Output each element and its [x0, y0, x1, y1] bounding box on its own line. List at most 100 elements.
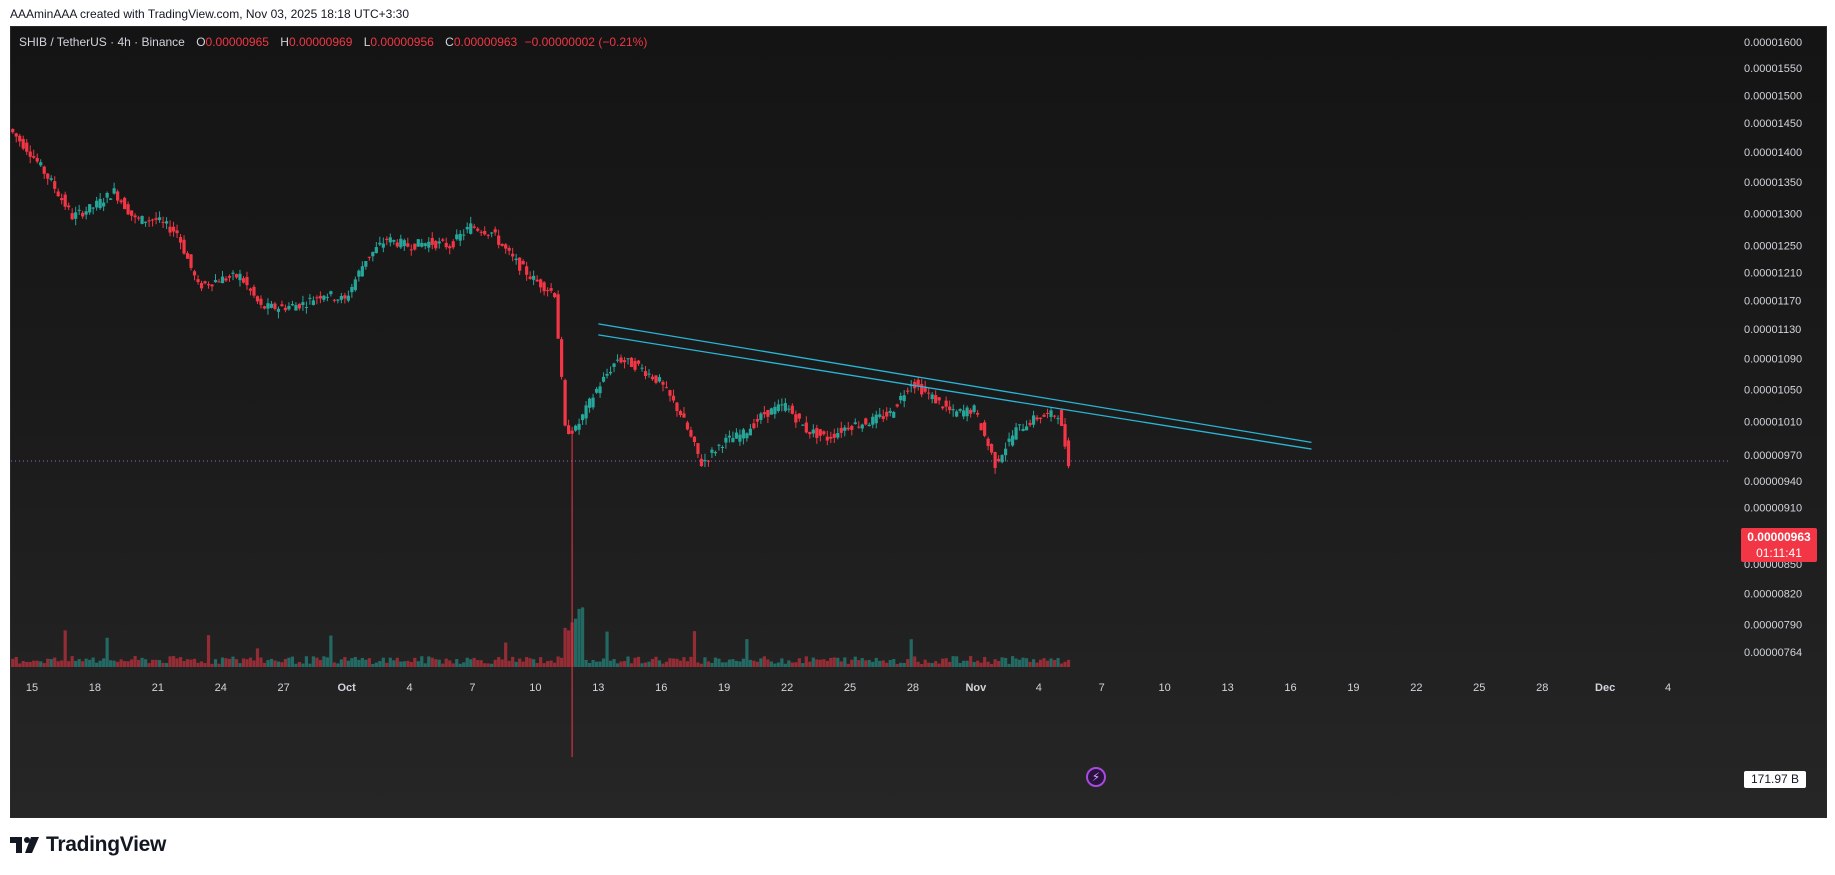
candle-body	[77, 209, 81, 211]
candle-body	[178, 237, 183, 243]
volume-bar	[783, 663, 787, 667]
candle-body	[1059, 409, 1064, 426]
volume-bar	[902, 662, 906, 667]
volume-bar	[906, 659, 910, 667]
candle-body	[161, 221, 165, 223]
volume-bar	[556, 656, 560, 667]
volume-bar	[276, 661, 281, 667]
volume-bar	[185, 659, 190, 667]
candle-body	[1056, 418, 1060, 420]
candle-body	[825, 436, 829, 441]
volume-bar	[392, 660, 396, 667]
candle-body	[773, 406, 777, 415]
candle-body	[11, 129, 15, 133]
y-tick-label: 0.00000790	[1744, 619, 1802, 631]
y-tick-label: 0.00001050	[1744, 385, 1802, 397]
brand-name: TradingView	[46, 833, 167, 856]
volume-bar	[360, 657, 364, 667]
open-label: O	[196, 35, 206, 49]
volume-bar	[203, 663, 207, 667]
volume-bar	[1000, 657, 1004, 667]
volume-bar	[871, 661, 875, 667]
candle-body	[353, 279, 357, 291]
volume-bar	[885, 662, 889, 667]
candle-body	[654, 375, 658, 383]
candle-body	[164, 221, 169, 224]
volume-bar	[829, 657, 833, 667]
x-tick-label: 13	[592, 682, 604, 694]
volume-bar	[458, 663, 462, 667]
volume-bar	[608, 660, 613, 667]
volume-bar	[518, 658, 522, 667]
candle-body	[381, 243, 385, 248]
volume-bar	[343, 657, 347, 667]
candle-body	[469, 223, 473, 234]
candle-body	[598, 386, 602, 394]
candle-body	[297, 303, 302, 309]
volume-bar	[682, 657, 686, 667]
candle-body	[39, 162, 43, 166]
candle-body	[465, 226, 469, 230]
volume-bar	[626, 656, 630, 667]
candle-body	[895, 404, 899, 407]
candle-body	[119, 200, 123, 203]
volume-bar	[196, 662, 200, 667]
volume-bar	[528, 658, 532, 667]
candle-body	[255, 296, 260, 302]
volume-bar	[643, 662, 648, 667]
high-label: H	[280, 35, 289, 49]
volume-bar	[234, 659, 239, 667]
lightning-icon[interactable]: ⚡	[1086, 767, 1106, 787]
candle-body	[416, 239, 420, 247]
candle-body	[395, 242, 399, 247]
symbol-label[interactable]: SHIB / TetherUS · 4h · Binance	[19, 35, 185, 49]
volume-bar	[294, 663, 298, 667]
volume-bar	[675, 658, 679, 667]
candle-body	[818, 429, 822, 436]
price-chart[interactable]: 0.00001600 0.00001550 0.00001500 0.00001450…	[11, 27, 1826, 817]
candle-body	[734, 432, 739, 439]
volume-bar	[839, 661, 843, 667]
candle-body	[871, 416, 875, 425]
volume-bar	[1045, 660, 1050, 667]
volume-bar	[969, 656, 973, 667]
tradingview-brand: TradingView	[10, 833, 166, 857]
volume-bar	[951, 656, 955, 667]
volume-bar	[476, 660, 480, 667]
y-tick-label: 0.00001350	[1744, 177, 1802, 189]
candle-body	[622, 360, 627, 363]
volume-bar	[483, 663, 487, 667]
volume-bar	[105, 637, 109, 667]
volume-bar	[126, 661, 130, 667]
y-tick-label: 0.00001090	[1744, 354, 1802, 366]
volume-bar	[56, 661, 60, 667]
volume-bar	[269, 658, 274, 667]
candle-body	[762, 412, 766, 415]
bar-countdown: 01:11:41	[1756, 546, 1802, 560]
volume-bar	[993, 659, 997, 667]
candle-body	[1045, 412, 1050, 414]
volume-bar	[1010, 656, 1015, 667]
volume-bar	[143, 659, 148, 667]
volume-bar	[1049, 658, 1053, 667]
candle-body	[42, 166, 46, 174]
candle-body	[88, 204, 92, 213]
candle-body	[720, 446, 725, 448]
volume-bar	[311, 656, 315, 667]
candle-body	[427, 241, 431, 248]
volume-bar	[339, 659, 343, 667]
candle-body	[171, 226, 176, 232]
volume-bar	[308, 663, 312, 667]
candle-body	[878, 414, 882, 417]
volume-bar	[762, 656, 766, 667]
volume-bar	[601, 658, 606, 667]
volume-bar	[930, 663, 934, 667]
y-tick-label: 0.00001400	[1744, 147, 1802, 159]
volume-bar	[1042, 658, 1046, 667]
chart-panel[interactable]: SHIB / TetherUS · 4h · Binance O0.000009…	[10, 26, 1827, 818]
candle-body	[668, 390, 672, 396]
candle-body	[91, 207, 95, 209]
volume-bar	[507, 660, 511, 667]
volume-bar	[297, 661, 302, 667]
volume-bar	[465, 657, 469, 667]
